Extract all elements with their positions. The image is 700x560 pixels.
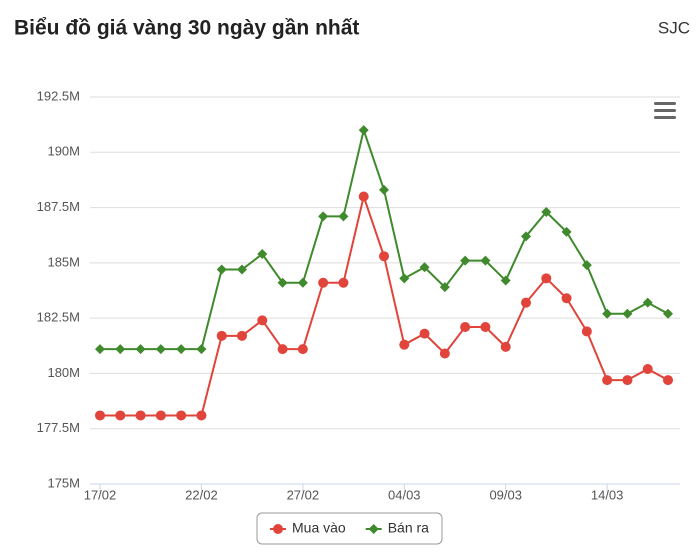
y-tick-label: 190M — [47, 144, 80, 159]
point[interactable] — [379, 251, 389, 262]
point[interactable] — [277, 344, 288, 355]
point[interactable] — [297, 344, 308, 355]
point[interactable] — [602, 308, 613, 319]
point[interactable] — [399, 273, 410, 284]
point[interactable] — [439, 282, 450, 293]
point[interactable] — [115, 344, 126, 355]
point[interactable] — [257, 249, 268, 260]
menu-button[interactable] — [654, 102, 676, 119]
y-tick-label: 187.5M — [37, 199, 80, 214]
point[interactable] — [460, 255, 471, 266]
point[interactable] — [500, 341, 511, 352]
point[interactable] — [216, 264, 227, 275]
legend-label[interactable]: Bán ra — [388, 520, 429, 536]
point[interactable] — [196, 344, 207, 355]
x-tick-label: 27/02 — [287, 487, 320, 502]
y-tick-label: 185M — [47, 254, 80, 269]
point[interactable] — [521, 231, 531, 242]
point[interactable] — [216, 330, 227, 341]
point[interactable] — [541, 206, 552, 217]
point[interactable] — [419, 328, 430, 339]
point[interactable] — [642, 297, 653, 308]
point[interactable] — [561, 293, 572, 304]
point[interactable] — [95, 410, 105, 421]
point[interactable] — [273, 524, 283, 534]
point[interactable] — [135, 344, 146, 355]
point[interactable] — [155, 344, 166, 355]
x-tick-label: 22/02 — [185, 487, 218, 502]
point[interactable] — [338, 277, 349, 288]
y-tick-label: 192.5M — [37, 88, 80, 103]
point[interactable] — [318, 211, 329, 222]
line — [100, 192, 669, 417]
point[interactable] — [277, 277, 288, 288]
point[interactable] — [622, 375, 633, 386]
point[interactable] — [581, 260, 592, 271]
y-tick-label: 177.5M — [37, 420, 80, 435]
point[interactable] — [176, 344, 187, 355]
point[interactable] — [439, 348, 450, 359]
point[interactable] — [521, 297, 531, 308]
point[interactable] — [237, 330, 247, 341]
point[interactable] — [358, 191, 369, 202]
point[interactable] — [460, 321, 471, 332]
point[interactable] — [419, 262, 430, 273]
chart-title: Biểu đồ giá vàng 30 ngày gần nhất — [14, 17, 359, 40]
point[interactable] — [297, 277, 308, 288]
point[interactable] — [561, 226, 572, 237]
point[interactable] — [379, 184, 389, 195]
y-tick-label: 180M — [47, 365, 80, 380]
point[interactable] — [480, 321, 491, 332]
point[interactable] — [338, 211, 349, 222]
line — [100, 126, 669, 351]
point[interactable] — [622, 308, 633, 319]
point[interactable] — [399, 339, 410, 350]
point[interactable] — [602, 375, 613, 386]
point[interactable] — [135, 410, 146, 421]
point[interactable] — [663, 375, 673, 386]
point[interactable] — [541, 273, 552, 284]
point[interactable] — [196, 410, 207, 421]
legend-label[interactable]: Mua vào — [292, 520, 346, 536]
point[interactable] — [358, 125, 369, 136]
point[interactable] — [581, 326, 592, 337]
point[interactable] — [95, 344, 105, 355]
point[interactable] — [663, 308, 673, 319]
point[interactable] — [500, 275, 511, 286]
point[interactable] — [480, 255, 491, 266]
point[interactable] — [237, 264, 247, 275]
y-tick-label: 175M — [47, 475, 80, 490]
point[interactable] — [642, 364, 653, 375]
point[interactable] — [257, 315, 268, 326]
legend-box — [256, 512, 443, 545]
point[interactable] — [318, 277, 329, 288]
x-tick-label: 17/02 — [84, 487, 117, 502]
x-tick-label: 09/03 — [489, 487, 522, 502]
point[interactable] — [155, 410, 166, 421]
source: SJC — [658, 18, 690, 37]
point[interactable] — [368, 524, 379, 534]
point[interactable] — [115, 410, 126, 421]
x-tick-label: 14/03 — [591, 487, 624, 502]
point[interactable] — [176, 410, 187, 421]
x-tick-label: 04/03 — [388, 487, 421, 502]
y-tick-label: 182.5M — [37, 310, 80, 325]
